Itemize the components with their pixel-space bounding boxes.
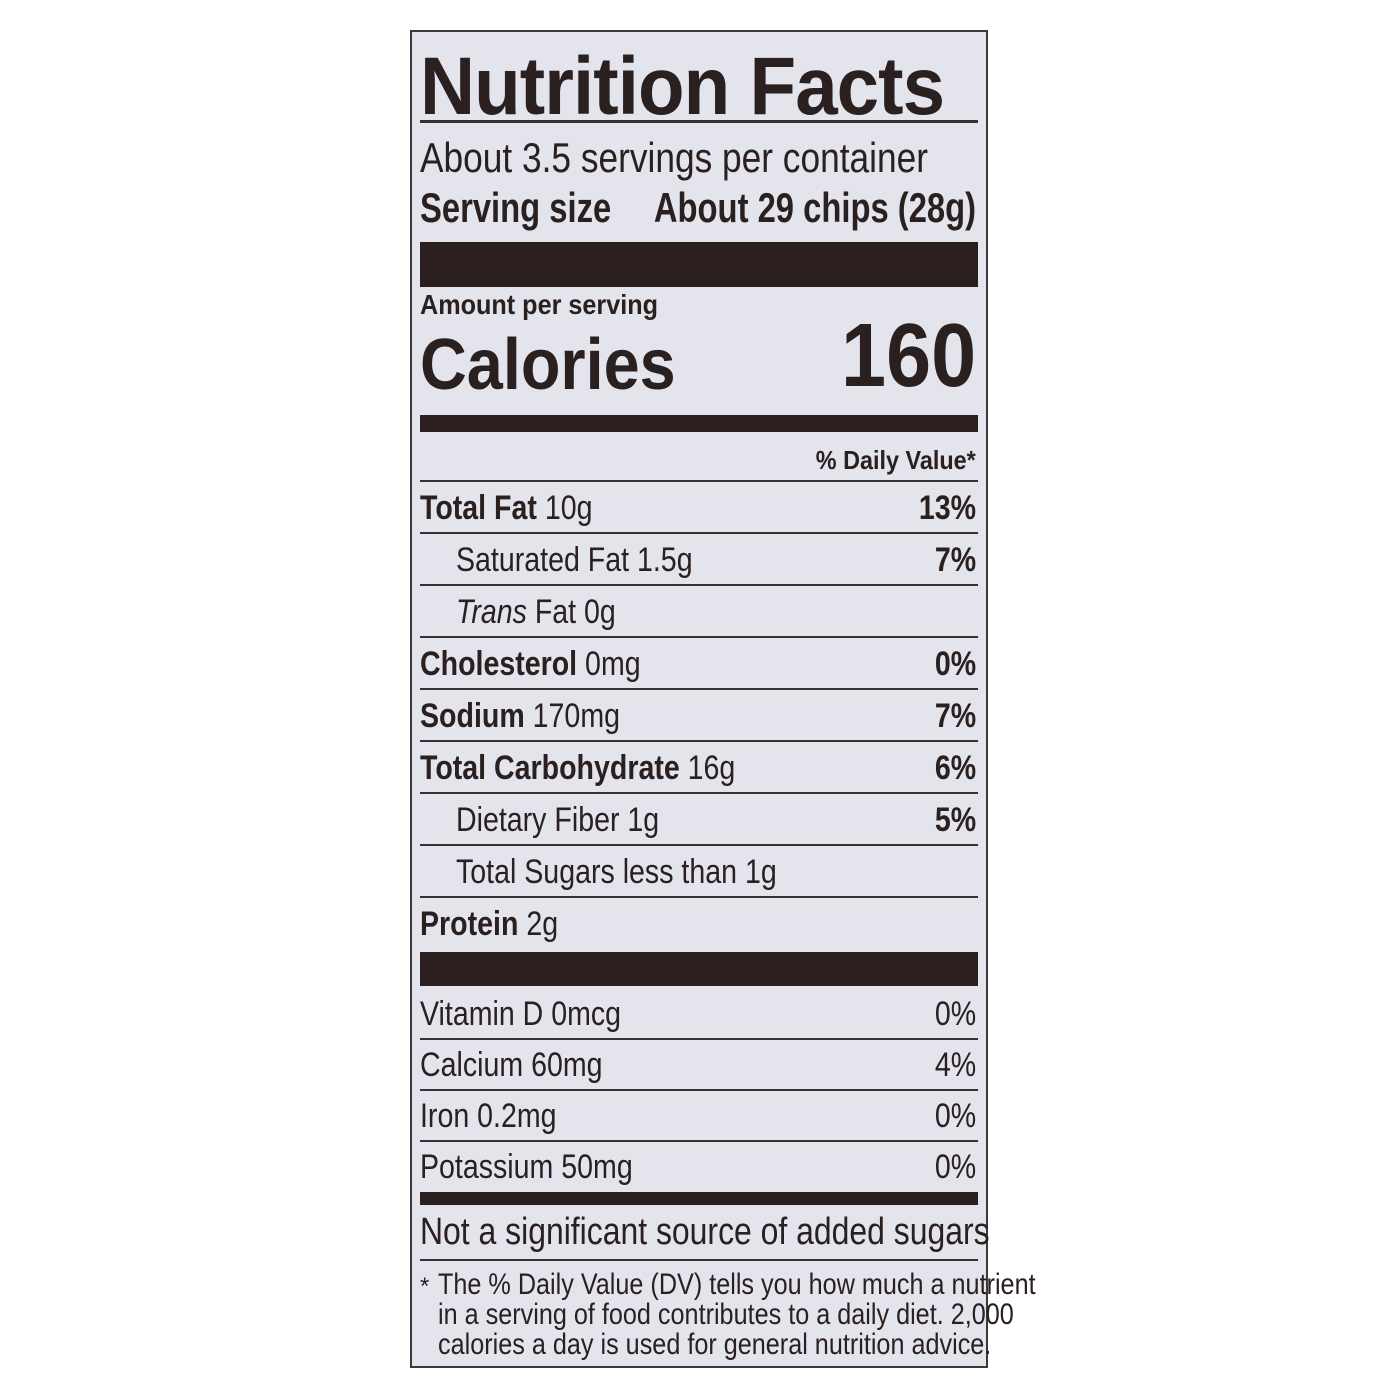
nutrient-amount: 16g <box>687 749 736 787</box>
vitamin-amount: 50mg <box>561 1148 633 1186</box>
thick-divider <box>420 242 978 287</box>
vitamin-daily-value: 0% <box>934 995 976 1033</box>
footnote-marker: * <box>420 1273 430 1300</box>
vitamin-amount: 60mg <box>531 1046 603 1084</box>
nutrient-name: Dietary Fiber 1g <box>456 801 660 839</box>
nutrient-row: Sodium 170mg 7% <box>420 690 976 742</box>
nutrient-row: Total Carbohydrate 16g 6% <box>420 742 976 794</box>
vitamin-daily-value: 0% <box>934 1148 976 1186</box>
divider <box>420 1038 978 1040</box>
divider <box>420 532 978 534</box>
nutrient-amount: 1g <box>627 801 660 839</box>
nutrient-name: Protein 2g <box>420 905 559 943</box>
vitamin-amount: 0mcg <box>551 995 622 1033</box>
nutrient-name: Cholesterol 0mg <box>420 645 641 683</box>
divider <box>420 688 978 690</box>
vitamin-daily-value: 0% <box>934 1097 976 1135</box>
divider <box>420 1140 978 1142</box>
thick-divider <box>420 952 978 986</box>
footnote: The % Daily Value (DV) tells you how muc… <box>438 1268 1036 1361</box>
nutrient-name: Total Fat 10g <box>420 489 593 527</box>
nutrient-amount: 0mg <box>585 645 641 683</box>
nutrient-amount: 0g <box>584 593 616 631</box>
serving-size-label: Serving size <box>420 184 612 231</box>
divider <box>420 844 978 846</box>
daily-value-header: % Daily Value* <box>816 445 976 475</box>
vitamin-row: Iron 0.2mg 0% <box>420 1090 976 1142</box>
nutrient-row: Cholesterol 0mg 0% <box>420 638 976 690</box>
nutrient-daily-value: 5% <box>934 801 976 839</box>
vitamin-row: Vitamin D 0mcg 0% <box>420 988 976 1040</box>
nutrient-row: Protein 2g <box>420 898 976 950</box>
vitamin-name: Calcium 60mg <box>420 1046 603 1084</box>
nutrient-row: Total Sugars less than 1g <box>420 846 976 898</box>
divider <box>420 740 978 742</box>
vitamin-row: Calcium 60mg 4% <box>420 1039 976 1091</box>
vitamin-name: Potassium 50mg <box>420 1148 633 1186</box>
vitamin-daily-value: 4% <box>934 1046 976 1084</box>
vitamin-row: Potassium 50mg 0% <box>420 1141 976 1193</box>
nutrient-name: Total Sugars less than 1g <box>456 853 777 891</box>
label-title: Nutrition Facts <box>420 41 945 132</box>
medium-divider <box>420 1192 978 1205</box>
divider <box>420 1089 978 1091</box>
serving-size-value: About 29 chips (28g) <box>653 184 976 231</box>
amount-per-serving: Amount per serving <box>420 289 659 320</box>
calories-label: Calories <box>420 325 676 405</box>
nutrient-amount: less than 1g <box>622 853 777 891</box>
nutrient-daily-value: 6% <box>934 749 976 787</box>
vitamin-name: Iron 0.2mg <box>420 1097 557 1135</box>
nutrient-row: Trans Fat 0g <box>420 586 976 638</box>
nutrient-daily-value: 7% <box>934 697 976 735</box>
vitamin-amount: 0.2mg <box>477 1097 557 1135</box>
nutrient-row: Saturated Fat 1.5g 7% <box>420 534 976 586</box>
nutrient-row: Total Fat 10g 13% <box>420 482 976 534</box>
vitamin-name: Vitamin D 0mcg <box>420 995 622 1033</box>
nutrient-daily-value: 0% <box>934 645 976 683</box>
divider <box>420 1259 978 1261</box>
divider <box>420 896 978 898</box>
nutrient-name: Total Carbohydrate 16g <box>420 749 736 787</box>
nutrient-name: Trans Fat 0g <box>456 593 616 631</box>
nutrition-facts-label: Nutrition Facts About 3.5 servings per c… <box>410 30 1036 1368</box>
divider <box>420 120 978 123</box>
nutrient-amount: 2g <box>526 905 559 943</box>
divider <box>420 480 978 482</box>
divider <box>420 584 978 586</box>
nutrient-daily-value: 7% <box>934 541 976 579</box>
nutrient-amount: 170mg <box>532 697 620 735</box>
nutrient-amount: 10g <box>544 489 593 527</box>
nutrient-name: Sodium 170mg <box>420 697 620 735</box>
nutrient-daily-value: 13% <box>918 489 976 527</box>
nutrient-amount: 1.5g <box>636 541 693 579</box>
divider <box>420 636 978 638</box>
servings-per-container: About 3.5 servings per container <box>420 134 928 181</box>
calories-value: 160 <box>840 306 976 406</box>
added-sugars-note: Not a significant source of added sugars <box>420 1211 990 1253</box>
medium-divider <box>420 415 978 432</box>
nutrient-name: Saturated Fat 1.5g <box>456 541 693 579</box>
divider <box>420 792 978 794</box>
nutrient-row: Dietary Fiber 1g 5% <box>420 794 976 846</box>
